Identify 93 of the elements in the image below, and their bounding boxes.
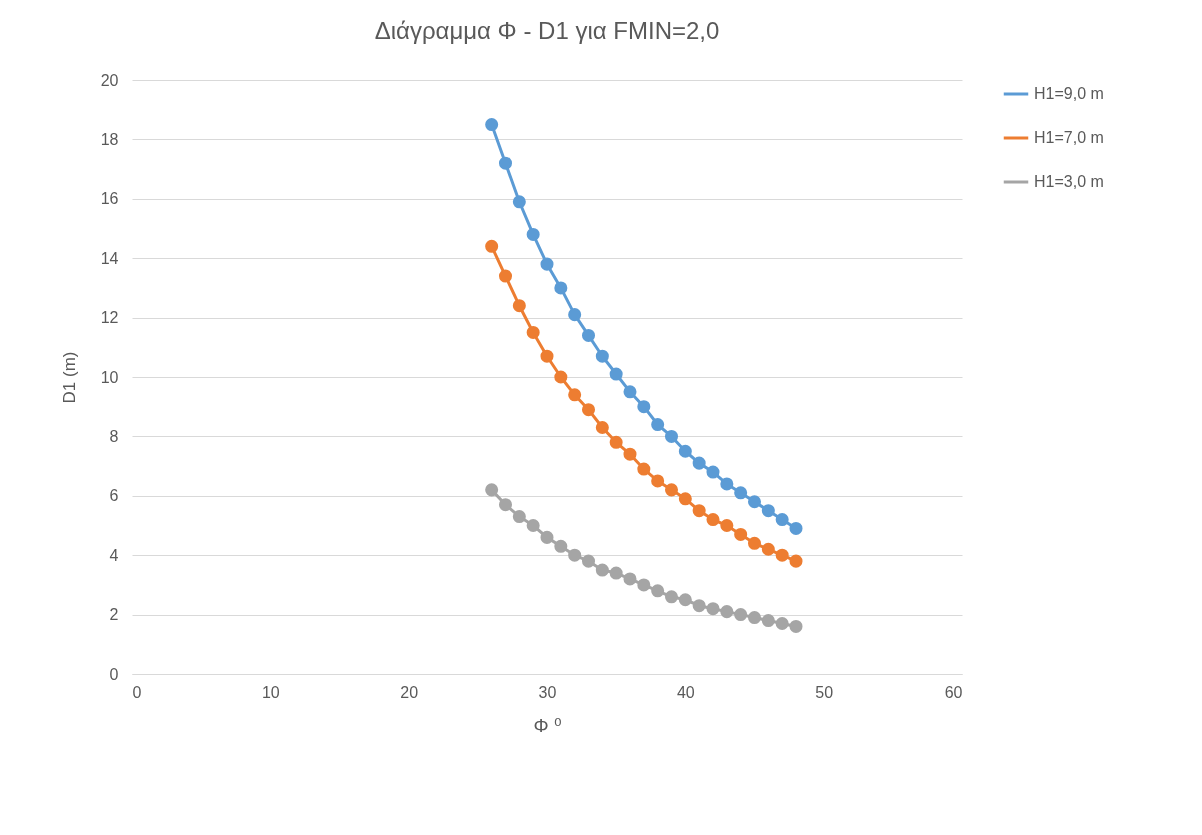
point xyxy=(485,239,499,253)
point xyxy=(609,566,623,580)
point xyxy=(720,477,734,491)
point xyxy=(692,599,706,613)
point xyxy=(512,195,526,209)
point xyxy=(568,548,582,562)
point xyxy=(581,403,596,417)
point xyxy=(678,593,692,607)
point xyxy=(775,617,789,631)
point xyxy=(664,590,679,604)
y-tick-label: 0 xyxy=(109,665,119,683)
point xyxy=(623,447,637,461)
point xyxy=(637,400,651,414)
point xyxy=(734,608,748,622)
y-axis-title: D1 (m) xyxy=(59,351,79,404)
point xyxy=(512,510,526,524)
point xyxy=(540,530,554,544)
legend-label: H1=7,0 m xyxy=(1034,129,1104,146)
point xyxy=(498,498,513,512)
point xyxy=(678,444,692,458)
y-tick-label: 14 xyxy=(100,249,119,267)
point xyxy=(651,584,665,598)
y-tick-label: 18 xyxy=(100,130,119,148)
point xyxy=(651,474,665,488)
y-tick-label: 4 xyxy=(109,546,119,564)
point xyxy=(651,418,665,432)
point xyxy=(581,328,596,342)
point xyxy=(747,495,762,509)
point xyxy=(485,118,499,132)
point xyxy=(775,548,789,562)
y-tick-label: 20 xyxy=(100,71,119,89)
point xyxy=(637,462,651,476)
point xyxy=(747,536,762,550)
point xyxy=(526,227,540,241)
x-axis-title: Φ ⁰ xyxy=(533,714,562,736)
x-tick-label: 20 xyxy=(400,683,419,701)
point xyxy=(678,492,692,506)
x-tick-label: 0 xyxy=(132,683,142,701)
legend-label: H1=3,0 m xyxy=(1034,173,1104,190)
point xyxy=(581,554,596,568)
point xyxy=(664,483,679,497)
point xyxy=(720,605,734,619)
point xyxy=(761,504,775,518)
point xyxy=(706,602,720,616)
point xyxy=(512,299,526,313)
point xyxy=(498,269,513,283)
point xyxy=(623,572,637,586)
chart-title: Διάγραμμα Φ - D1 για FMIN=2,0 xyxy=(374,17,720,44)
point xyxy=(540,257,554,271)
point xyxy=(568,388,582,402)
point xyxy=(609,367,623,381)
point xyxy=(498,156,513,170)
point xyxy=(568,308,582,322)
point xyxy=(720,518,734,533)
point xyxy=(664,429,679,443)
point xyxy=(761,614,775,628)
y-tick-label: 2 xyxy=(109,606,119,624)
point xyxy=(789,554,803,568)
point xyxy=(734,486,748,500)
point xyxy=(623,385,637,399)
point xyxy=(706,513,720,527)
point xyxy=(706,465,720,479)
x-tick-label: 60 xyxy=(944,683,963,701)
point xyxy=(595,563,609,577)
point xyxy=(540,349,554,363)
point xyxy=(526,325,540,339)
point xyxy=(747,611,762,625)
x-tick-label: 50 xyxy=(815,683,834,701)
x-tick-label: 30 xyxy=(538,683,557,701)
point xyxy=(692,504,706,518)
point xyxy=(485,483,499,497)
legend-label: H1=9,0 m xyxy=(1034,85,1104,102)
point xyxy=(761,542,775,556)
point xyxy=(692,456,706,470)
y-tick-label: 12 xyxy=(100,309,119,327)
point xyxy=(789,521,803,535)
point xyxy=(775,513,789,527)
y-tick-label: 10 xyxy=(100,368,119,386)
y-tick-label: 8 xyxy=(109,427,119,445)
point xyxy=(595,349,609,363)
point xyxy=(526,518,540,533)
point xyxy=(637,578,651,592)
point xyxy=(609,435,623,449)
point xyxy=(734,527,748,541)
y-tick-label: 6 xyxy=(109,487,119,505)
point xyxy=(595,420,609,434)
y-tick-label: 16 xyxy=(100,190,119,208)
x-tick-label: 10 xyxy=(261,683,280,701)
point xyxy=(789,619,803,633)
point xyxy=(554,539,568,553)
point xyxy=(554,281,568,295)
x-tick-label: 40 xyxy=(676,683,695,701)
point xyxy=(554,370,568,384)
